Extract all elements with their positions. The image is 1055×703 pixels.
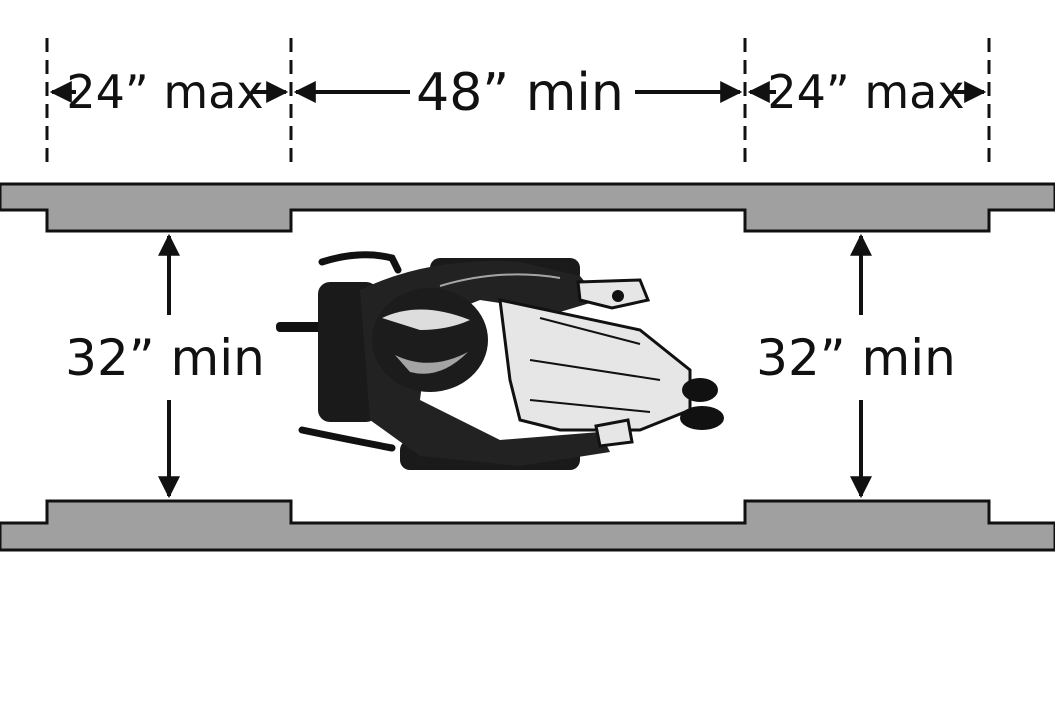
center-width-label: 48” min [416,63,624,123]
bottom-wall [0,499,1055,552]
right-width-label: 24” max [767,65,964,119]
top-wall [0,182,1055,233]
wheelchair-user-top-view-icon [276,251,724,470]
left-clearance-label: 32” min [65,329,265,387]
left-width-label: 24” max [66,65,263,119]
right-clearance-label: 32” min [756,329,956,387]
clearance-dimension-arrows [158,233,872,499]
